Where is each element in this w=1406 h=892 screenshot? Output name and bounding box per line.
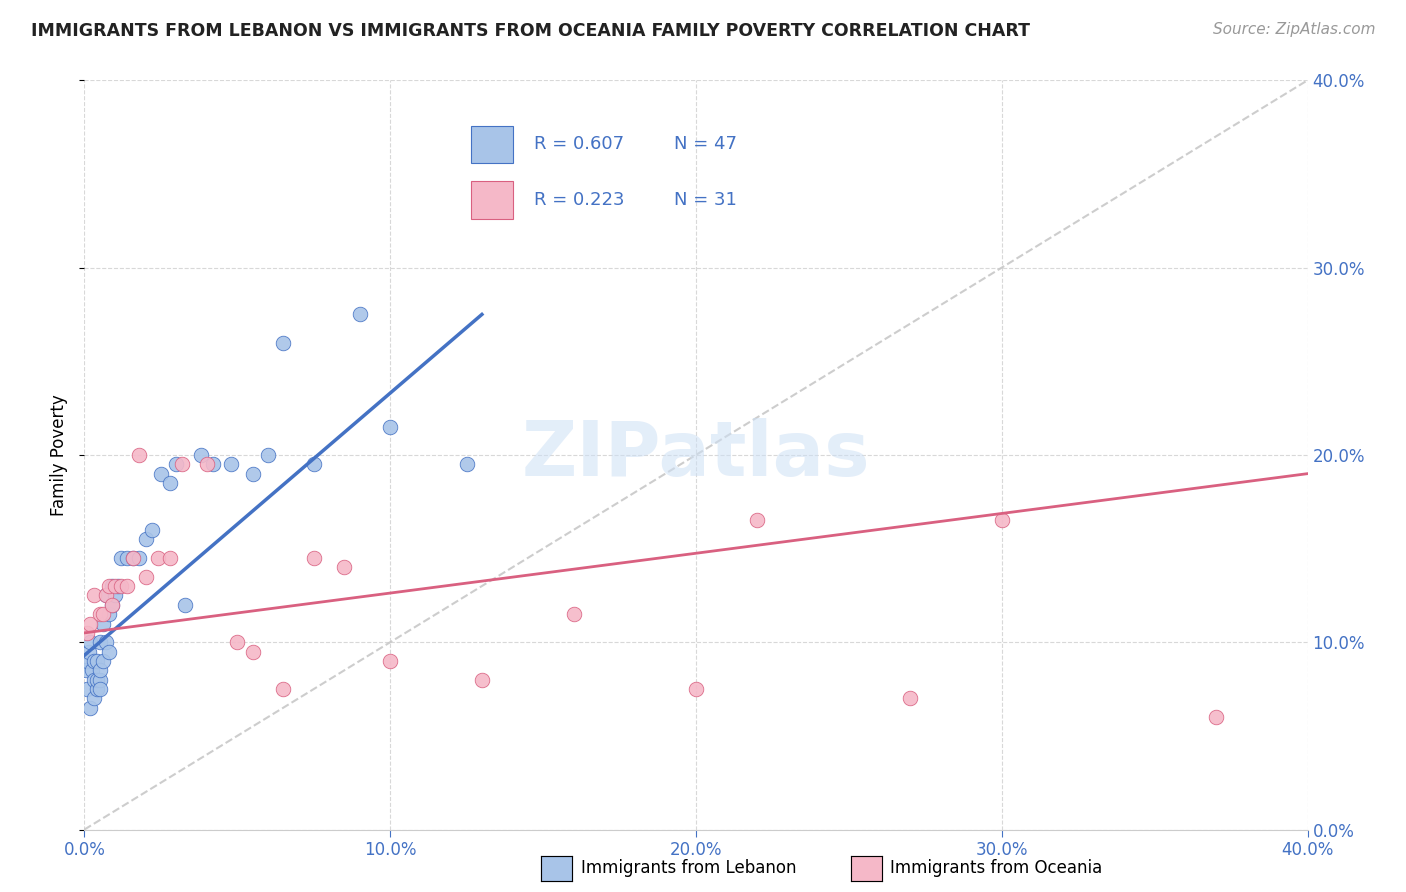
Point (86, 682, 108, 697)
Point (76, 626, 98, 640)
Point (172, 457, 194, 471)
Point (271, 335, 294, 350)
Point (898, 691, 921, 706)
Point (83, 691, 105, 706)
Point (159, 476, 181, 491)
Point (91, 654, 114, 668)
Point (91, 607, 114, 621)
Point (128, 551, 150, 566)
Point (242, 644, 264, 658)
Point (89, 635, 111, 649)
Point (89, 664, 111, 678)
Point (79, 635, 101, 649)
Point (79, 616, 101, 631)
Point (75, 664, 97, 678)
Point (380, 654, 402, 668)
Point (226, 635, 249, 649)
Point (91, 616, 114, 631)
Point (257, 448, 280, 462)
Point (80, 664, 103, 678)
Point (201, 457, 224, 471)
Point (83, 589, 105, 603)
Text: Immigrants from Lebanon: Immigrants from Lebanon (581, 859, 796, 877)
Text: Source: ZipAtlas.com: Source: ZipAtlas.com (1212, 22, 1375, 37)
Point (97, 579, 120, 593)
Point (195, 457, 218, 471)
Point (302, 457, 325, 471)
Point (110, 551, 132, 566)
Point (76, 682, 98, 697)
Point (271, 682, 294, 697)
Point (89, 682, 111, 697)
Text: ZIPatlas: ZIPatlas (522, 418, 870, 491)
Point (101, 598, 124, 612)
Point (128, 448, 150, 462)
Point (135, 532, 157, 546)
Point (86, 654, 108, 668)
Point (302, 551, 325, 566)
Point (747, 514, 769, 528)
Point (86, 673, 108, 687)
Point (149, 467, 172, 481)
Point (94, 589, 117, 603)
Point (562, 607, 585, 621)
Point (115, 579, 138, 593)
Point (159, 551, 181, 566)
Point (104, 589, 127, 603)
Point (89, 673, 111, 687)
Point (165, 457, 187, 471)
Point (456, 457, 478, 471)
Point (79, 701, 101, 715)
Point (89, 607, 111, 621)
Y-axis label: Family Poverty: Family Poverty (51, 394, 69, 516)
Point (101, 598, 124, 612)
Point (219, 457, 242, 471)
Point (122, 551, 145, 566)
Text: Immigrants from Oceania: Immigrants from Oceania (890, 859, 1102, 877)
Point (380, 420, 402, 434)
Point (991, 514, 1014, 528)
Point (242, 467, 264, 481)
Point (1205, 710, 1227, 724)
Point (174, 598, 197, 612)
Point (76, 654, 98, 668)
Point (333, 560, 356, 574)
Point (97, 607, 120, 621)
Point (107, 579, 129, 593)
Point (83, 673, 105, 687)
Point (141, 523, 163, 537)
Point (110, 579, 132, 593)
Point (122, 551, 145, 566)
Point (349, 307, 371, 321)
Text: IMMIGRANTS FROM LEBANON VS IMMIGRANTS FROM OCEANIA FAMILY POVERTY CORRELATION CH: IMMIGRANTS FROM LEBANON VS IMMIGRANTS FR… (31, 22, 1031, 40)
Point (83, 654, 105, 668)
Point (97, 644, 120, 658)
Point (77, 644, 100, 658)
Point (685, 682, 707, 697)
Point (135, 570, 157, 584)
Point (94, 589, 117, 603)
Point (190, 448, 212, 462)
Point (94, 635, 117, 649)
Point (146, 551, 169, 566)
Point (101, 579, 124, 593)
Point (471, 673, 494, 687)
Point (104, 579, 127, 593)
Point (115, 551, 138, 566)
